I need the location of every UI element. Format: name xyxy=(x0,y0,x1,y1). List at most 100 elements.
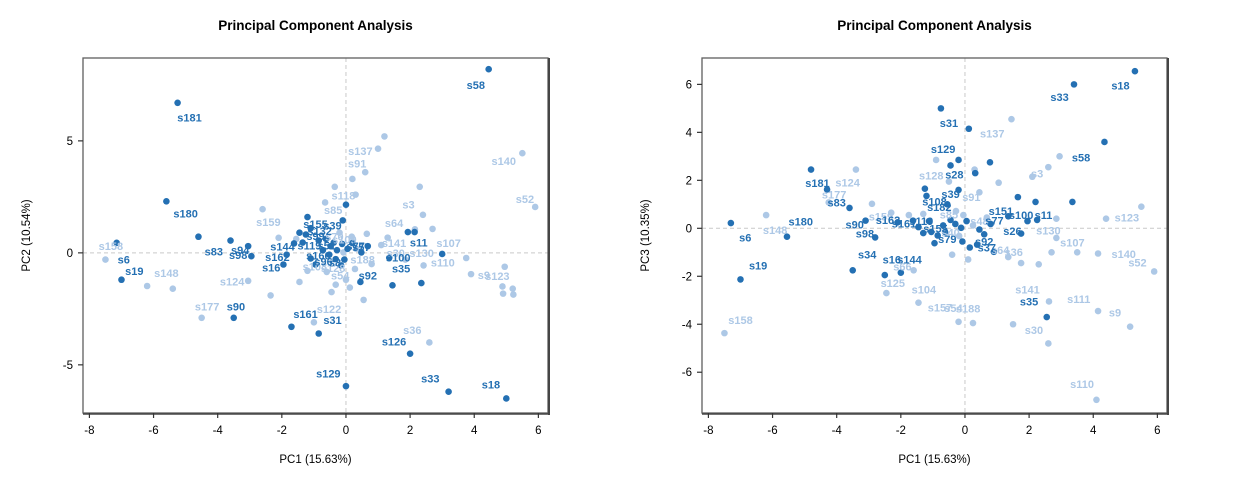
data-point xyxy=(980,231,988,238)
data-point xyxy=(963,217,970,225)
point-label: s8 xyxy=(329,257,341,269)
data-point xyxy=(296,229,303,237)
data-point xyxy=(919,229,927,237)
point-label: s110 xyxy=(431,258,455,270)
point-label: s77 xyxy=(346,241,364,253)
data-point xyxy=(919,210,927,218)
point-label: s158 xyxy=(99,241,123,253)
point-label: s64 xyxy=(385,218,404,230)
point-label: s144 xyxy=(897,254,922,266)
point-label: s177 xyxy=(822,190,846,202)
data-point xyxy=(346,284,354,291)
data-point xyxy=(1094,250,1102,257)
y-axis-tick-label: 0 xyxy=(686,223,692,235)
point-label: s141 xyxy=(1015,284,1039,296)
data-point xyxy=(952,220,959,228)
data-point xyxy=(322,235,330,243)
point-label: s109 xyxy=(332,234,356,246)
point-label: s16 xyxy=(883,254,901,266)
x-axis-tick-label: 2 xyxy=(407,425,413,437)
point-label: s148 xyxy=(154,268,178,280)
data-point xyxy=(332,281,340,288)
data-point xyxy=(315,237,323,244)
data-point xyxy=(319,246,327,254)
x-axis-tick-label: -4 xyxy=(832,425,843,437)
point-label: s180 xyxy=(173,209,197,221)
point-label: s166 xyxy=(306,251,330,263)
point-label: s181 xyxy=(177,112,201,124)
data-point xyxy=(338,240,346,248)
x-axis-label: PC1 (15.63%) xyxy=(898,454,970,466)
point-label: s6 xyxy=(118,255,130,267)
point-label: s26 xyxy=(1003,226,1021,238)
data-point xyxy=(1070,81,1078,88)
data-point xyxy=(351,265,359,273)
data-point xyxy=(969,222,977,229)
data-point xyxy=(1126,323,1134,330)
point-label: s104 xyxy=(912,285,937,297)
data-point xyxy=(1029,173,1036,181)
data-point xyxy=(333,246,341,254)
data-point xyxy=(1032,198,1039,206)
data-point xyxy=(947,216,954,224)
x-axis-tick-label: -6 xyxy=(767,425,777,437)
data-point xyxy=(358,249,365,256)
point-label: s123 xyxy=(485,271,509,283)
data-point xyxy=(406,350,414,357)
data-point xyxy=(385,254,393,262)
data-point xyxy=(1056,153,1063,160)
data-point xyxy=(312,261,319,268)
point-label: s57 xyxy=(352,242,370,254)
point-label: s58 xyxy=(1072,153,1090,165)
point-label: s33 xyxy=(1050,92,1068,104)
point-label: s123 xyxy=(1115,213,1139,225)
data-point xyxy=(1014,193,1022,201)
data-point xyxy=(174,99,181,107)
point-label: s91 xyxy=(962,192,980,204)
data-point xyxy=(364,242,372,250)
y-axis-label: PC3 (10.35%) xyxy=(640,199,652,271)
point-label: s85 xyxy=(940,209,958,221)
x-axis-tick-label: 2 xyxy=(1026,425,1032,437)
point-label: s144 xyxy=(270,242,295,254)
data-point xyxy=(1004,213,1012,220)
data-point xyxy=(1017,259,1025,267)
point-label: s177 xyxy=(195,302,219,314)
data-point xyxy=(1053,215,1060,223)
data-point xyxy=(952,207,960,215)
data-point xyxy=(519,149,526,157)
data-point xyxy=(1045,163,1052,171)
point-label: s108 xyxy=(922,196,946,208)
data-point xyxy=(852,166,860,173)
point-label: s125 xyxy=(881,278,905,290)
data-point xyxy=(1053,234,1060,242)
point-label: s92 xyxy=(359,271,377,283)
point-label: s54 xyxy=(944,303,963,315)
data-point xyxy=(995,179,1002,187)
x-axis-tick-label: -8 xyxy=(703,425,713,437)
point-label: s48 xyxy=(970,216,988,228)
panel-title: Principal Component Analysis xyxy=(218,18,413,33)
data-point xyxy=(363,230,371,238)
x-axis-tick-label: 4 xyxy=(1090,425,1097,437)
data-point xyxy=(462,254,470,262)
point-label: s35 xyxy=(392,264,410,276)
x-axis-tick-label: -4 xyxy=(213,425,224,437)
data-point xyxy=(352,191,359,198)
data-point xyxy=(377,241,385,249)
point-label: s159 xyxy=(256,217,280,229)
data-point xyxy=(1150,268,1158,275)
point-label: s18 xyxy=(1111,81,1129,93)
point-label: s94 xyxy=(231,245,250,257)
data-point xyxy=(323,268,331,276)
data-point xyxy=(290,240,298,247)
data-point xyxy=(923,192,930,200)
data-point xyxy=(947,162,954,169)
data-point xyxy=(945,178,953,185)
data-point xyxy=(352,245,360,253)
data-point xyxy=(1131,67,1139,75)
data-point xyxy=(939,222,947,229)
point-label: s110 xyxy=(1070,379,1094,391)
data-point xyxy=(915,223,922,231)
data-point xyxy=(1004,253,1012,261)
